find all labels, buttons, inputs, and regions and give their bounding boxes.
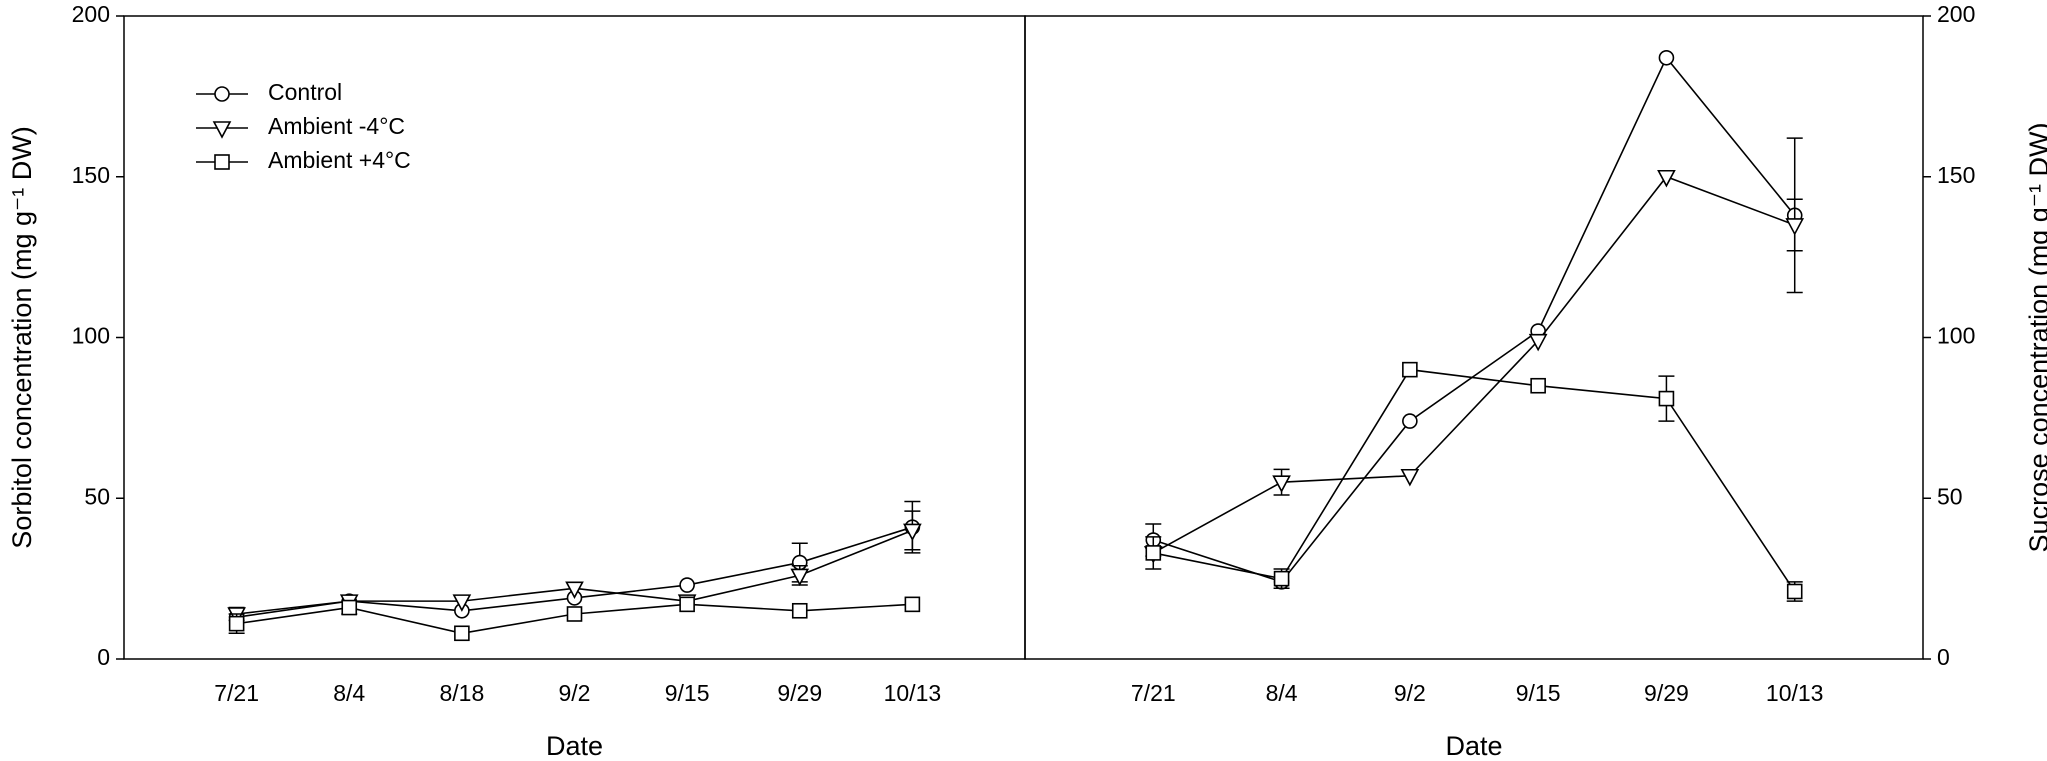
y-tick-label: 0 bbox=[1937, 644, 1950, 670]
marker bbox=[904, 596, 921, 613]
y-tick-label: 150 bbox=[1937, 162, 1975, 188]
x-tick-label: 7/21 bbox=[1131, 680, 1176, 706]
marker bbox=[791, 602, 808, 619]
series-line bbox=[1153, 56, 1796, 583]
marker bbox=[1400, 468, 1420, 487]
marker bbox=[566, 606, 583, 622]
marker bbox=[1402, 361, 1418, 378]
x-axis-label: Date bbox=[1445, 731, 1502, 761]
y-tick-label: 0 bbox=[97, 644, 110, 670]
x-tick-label: 9/29 bbox=[1644, 680, 1689, 706]
marker bbox=[1273, 570, 1290, 587]
marker bbox=[1530, 377, 1546, 394]
marker bbox=[452, 594, 472, 612]
x-tick-label: 9/15 bbox=[665, 680, 710, 706]
x-tick-label: 7/21 bbox=[214, 680, 259, 706]
marker bbox=[1658, 49, 1675, 66]
series-line bbox=[1153, 368, 1796, 592]
marker bbox=[903, 523, 922, 542]
marker bbox=[341, 599, 358, 616]
y-tick-label: 200 bbox=[1937, 1, 1975, 27]
legend-label: Ambient -4°C bbox=[268, 113, 405, 139]
legend-marker bbox=[214, 86, 230, 102]
x-axis-label: Date bbox=[546, 731, 603, 761]
legend-marker bbox=[212, 121, 232, 139]
marker bbox=[1657, 169, 1676, 188]
marker bbox=[228, 615, 245, 632]
x-tick-label: 10/13 bbox=[884, 680, 942, 706]
x-tick-label: 9/15 bbox=[1516, 680, 1561, 706]
x-tick-label: 10/13 bbox=[1766, 680, 1824, 706]
legend-label: Control bbox=[268, 79, 342, 105]
x-tick-label: 9/2 bbox=[1394, 680, 1426, 706]
y-axis-label: Sucrose concentration (mg g⁻¹ DW) bbox=[2024, 123, 2047, 553]
marker bbox=[790, 568, 810, 587]
legend-label: Ambient +4°C bbox=[268, 147, 411, 173]
plot-frame bbox=[123, 15, 1026, 660]
marker bbox=[679, 596, 695, 613]
x-tick-label: 9/2 bbox=[559, 680, 591, 706]
y-tick-label: 200 bbox=[72, 1, 110, 27]
y-tick-label: 50 bbox=[1937, 483, 1963, 509]
y-tick-label: 100 bbox=[1937, 323, 1975, 349]
series-line bbox=[1152, 175, 1795, 554]
y-axis-label: Sorbitol concentration (mg g⁻¹ DW) bbox=[7, 126, 37, 548]
marker bbox=[1658, 390, 1675, 407]
marker bbox=[1528, 333, 1548, 352]
x-tick-label: 8/4 bbox=[1266, 680, 1298, 706]
y-tick-label: 100 bbox=[72, 323, 110, 349]
y-tick-label: 50 bbox=[84, 483, 110, 509]
x-tick-label: 8/18 bbox=[439, 680, 484, 706]
marker bbox=[1402, 413, 1418, 429]
x-tick-label: 8/4 bbox=[333, 680, 365, 706]
marker bbox=[1145, 545, 1162, 561]
marker bbox=[454, 625, 470, 642]
marker bbox=[565, 581, 584, 599]
legend-marker bbox=[214, 154, 230, 170]
x-tick-label: 9/29 bbox=[777, 680, 822, 706]
marker bbox=[679, 577, 695, 593]
y-tick-label: 150 bbox=[72, 162, 110, 188]
marker bbox=[1786, 583, 1803, 600]
plot-frame bbox=[1024, 15, 1924, 660]
marker bbox=[1785, 218, 1805, 236]
marker bbox=[1272, 475, 1291, 493]
